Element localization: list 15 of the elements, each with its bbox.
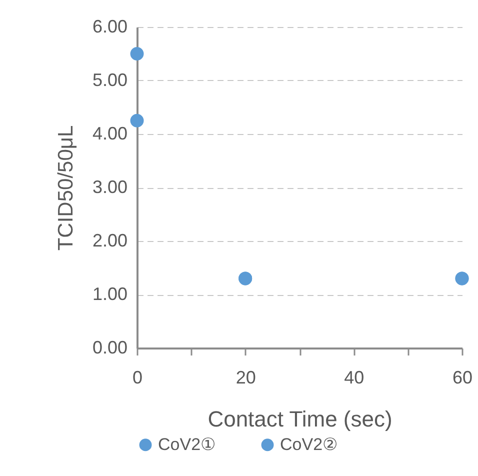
y-tick-label: 1.00 [92,284,128,304]
y-tick-label: 0.00 [92,338,128,358]
y-tick-label: 5.00 [92,70,128,90]
x-axis-title: Contact Time (sec) [208,406,392,432]
y-tick-label: 6.00 [92,16,128,36]
y-tick-label: 3.00 [92,177,128,197]
x-tick-label: 40 [344,368,364,388]
x-tick-label: 60 [452,368,473,388]
x-tick-label: 20 [236,368,256,388]
y-axis-title: TCID50/50μL [54,125,78,251]
legend-label: CoV2① [158,434,216,454]
y-tick-label: 4.00 [92,124,128,144]
legend-label: CoV2② [280,434,338,454]
y-tick-label: 2.00 [92,230,128,250]
x-tick-label: 0 [132,368,143,388]
